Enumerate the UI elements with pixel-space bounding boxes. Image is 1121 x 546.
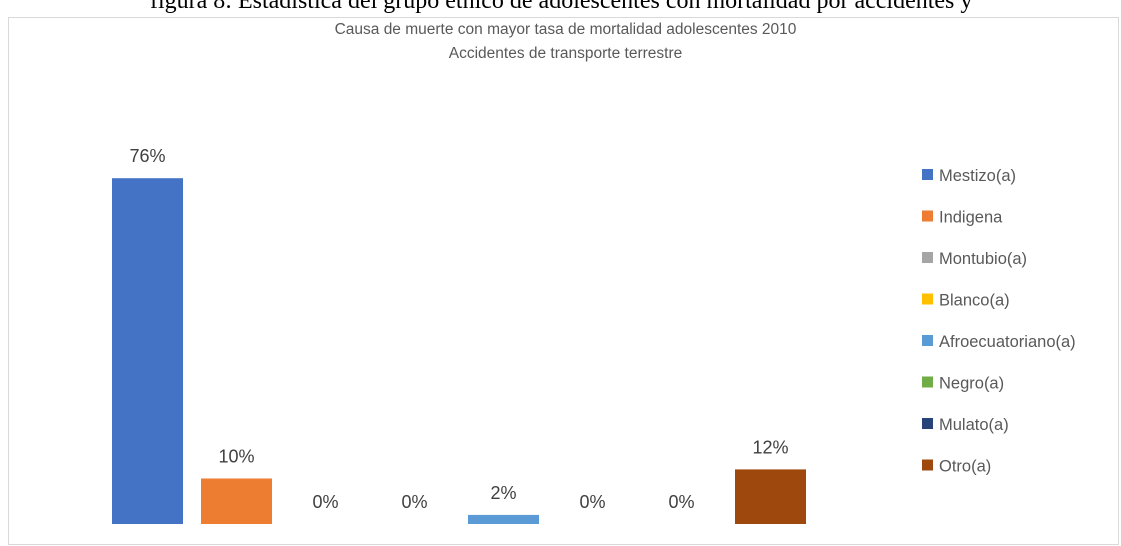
bar-indigena — [201, 478, 272, 524]
bar-otro-a — [735, 469, 806, 524]
data-label-afroecuatoriano-a: 2% — [490, 483, 516, 503]
legend-swatch-negro-a — [922, 376, 933, 388]
data-label-montubio-a: 0% — [312, 492, 338, 512]
legend-swatch-mulato-a — [922, 418, 933, 429]
legend-label-otro-a: Otro(a) — [939, 458, 991, 476]
figure-caption-text: figura 8: Estadística del grupo étnico d… — [150, 0, 973, 14]
data-label-blanco-a: 0% — [401, 492, 427, 512]
chart-subtitle: Accidentes de transporte terrestre — [448, 45, 683, 62]
legend-swatch-afroecuatoriano-a — [922, 335, 933, 346]
data-label-negro-a: 0% — [579, 492, 605, 512]
legend-label-blanco-a: Blanco(a) — [939, 292, 1010, 310]
legend-label-afroecuatoriano-a: Afroecuatoriano(a) — [939, 333, 1076, 351]
legend-label-mestizo-a: Mestizo(a) — [939, 167, 1016, 185]
data-label-indigena: 10% — [218, 447, 254, 467]
bar-afroecuatoriano-a — [468, 514, 539, 524]
chart-title: Causa de muerte con mayor tasa de mortal… — [334, 21, 797, 38]
legend-label-negro-a: Negro(a) — [939, 375, 1004, 393]
data-label-mestizo-a: 76% — [129, 146, 165, 166]
legend-label-indigena: Indigena — [939, 209, 1003, 227]
data-label-mulato-a: 0% — [668, 492, 694, 512]
legend-swatch-indigena — [922, 210, 933, 222]
legend-swatch-otro-a — [922, 459, 933, 471]
chart-frame — [8, 17, 1119, 545]
legend-swatch-montubio-a — [922, 252, 933, 263]
legend-swatch-blanco-a — [922, 293, 933, 305]
legend-label-mulato-a: Mulato(a) — [939, 416, 1009, 434]
chart-title-block: Causa de muerte con mayor tasa de mortal… — [0, 18, 1121, 66]
legend-label-montubio-a: Montubio(a) — [939, 250, 1027, 268]
data-label-otro-a: 12% — [752, 437, 788, 457]
legend-swatch-mestizo-a — [922, 169, 933, 180]
figure-caption: figura 8: Estadística del grupo étnico d… — [0, 0, 1121, 16]
bar-mestizo-a — [112, 178, 183, 524]
